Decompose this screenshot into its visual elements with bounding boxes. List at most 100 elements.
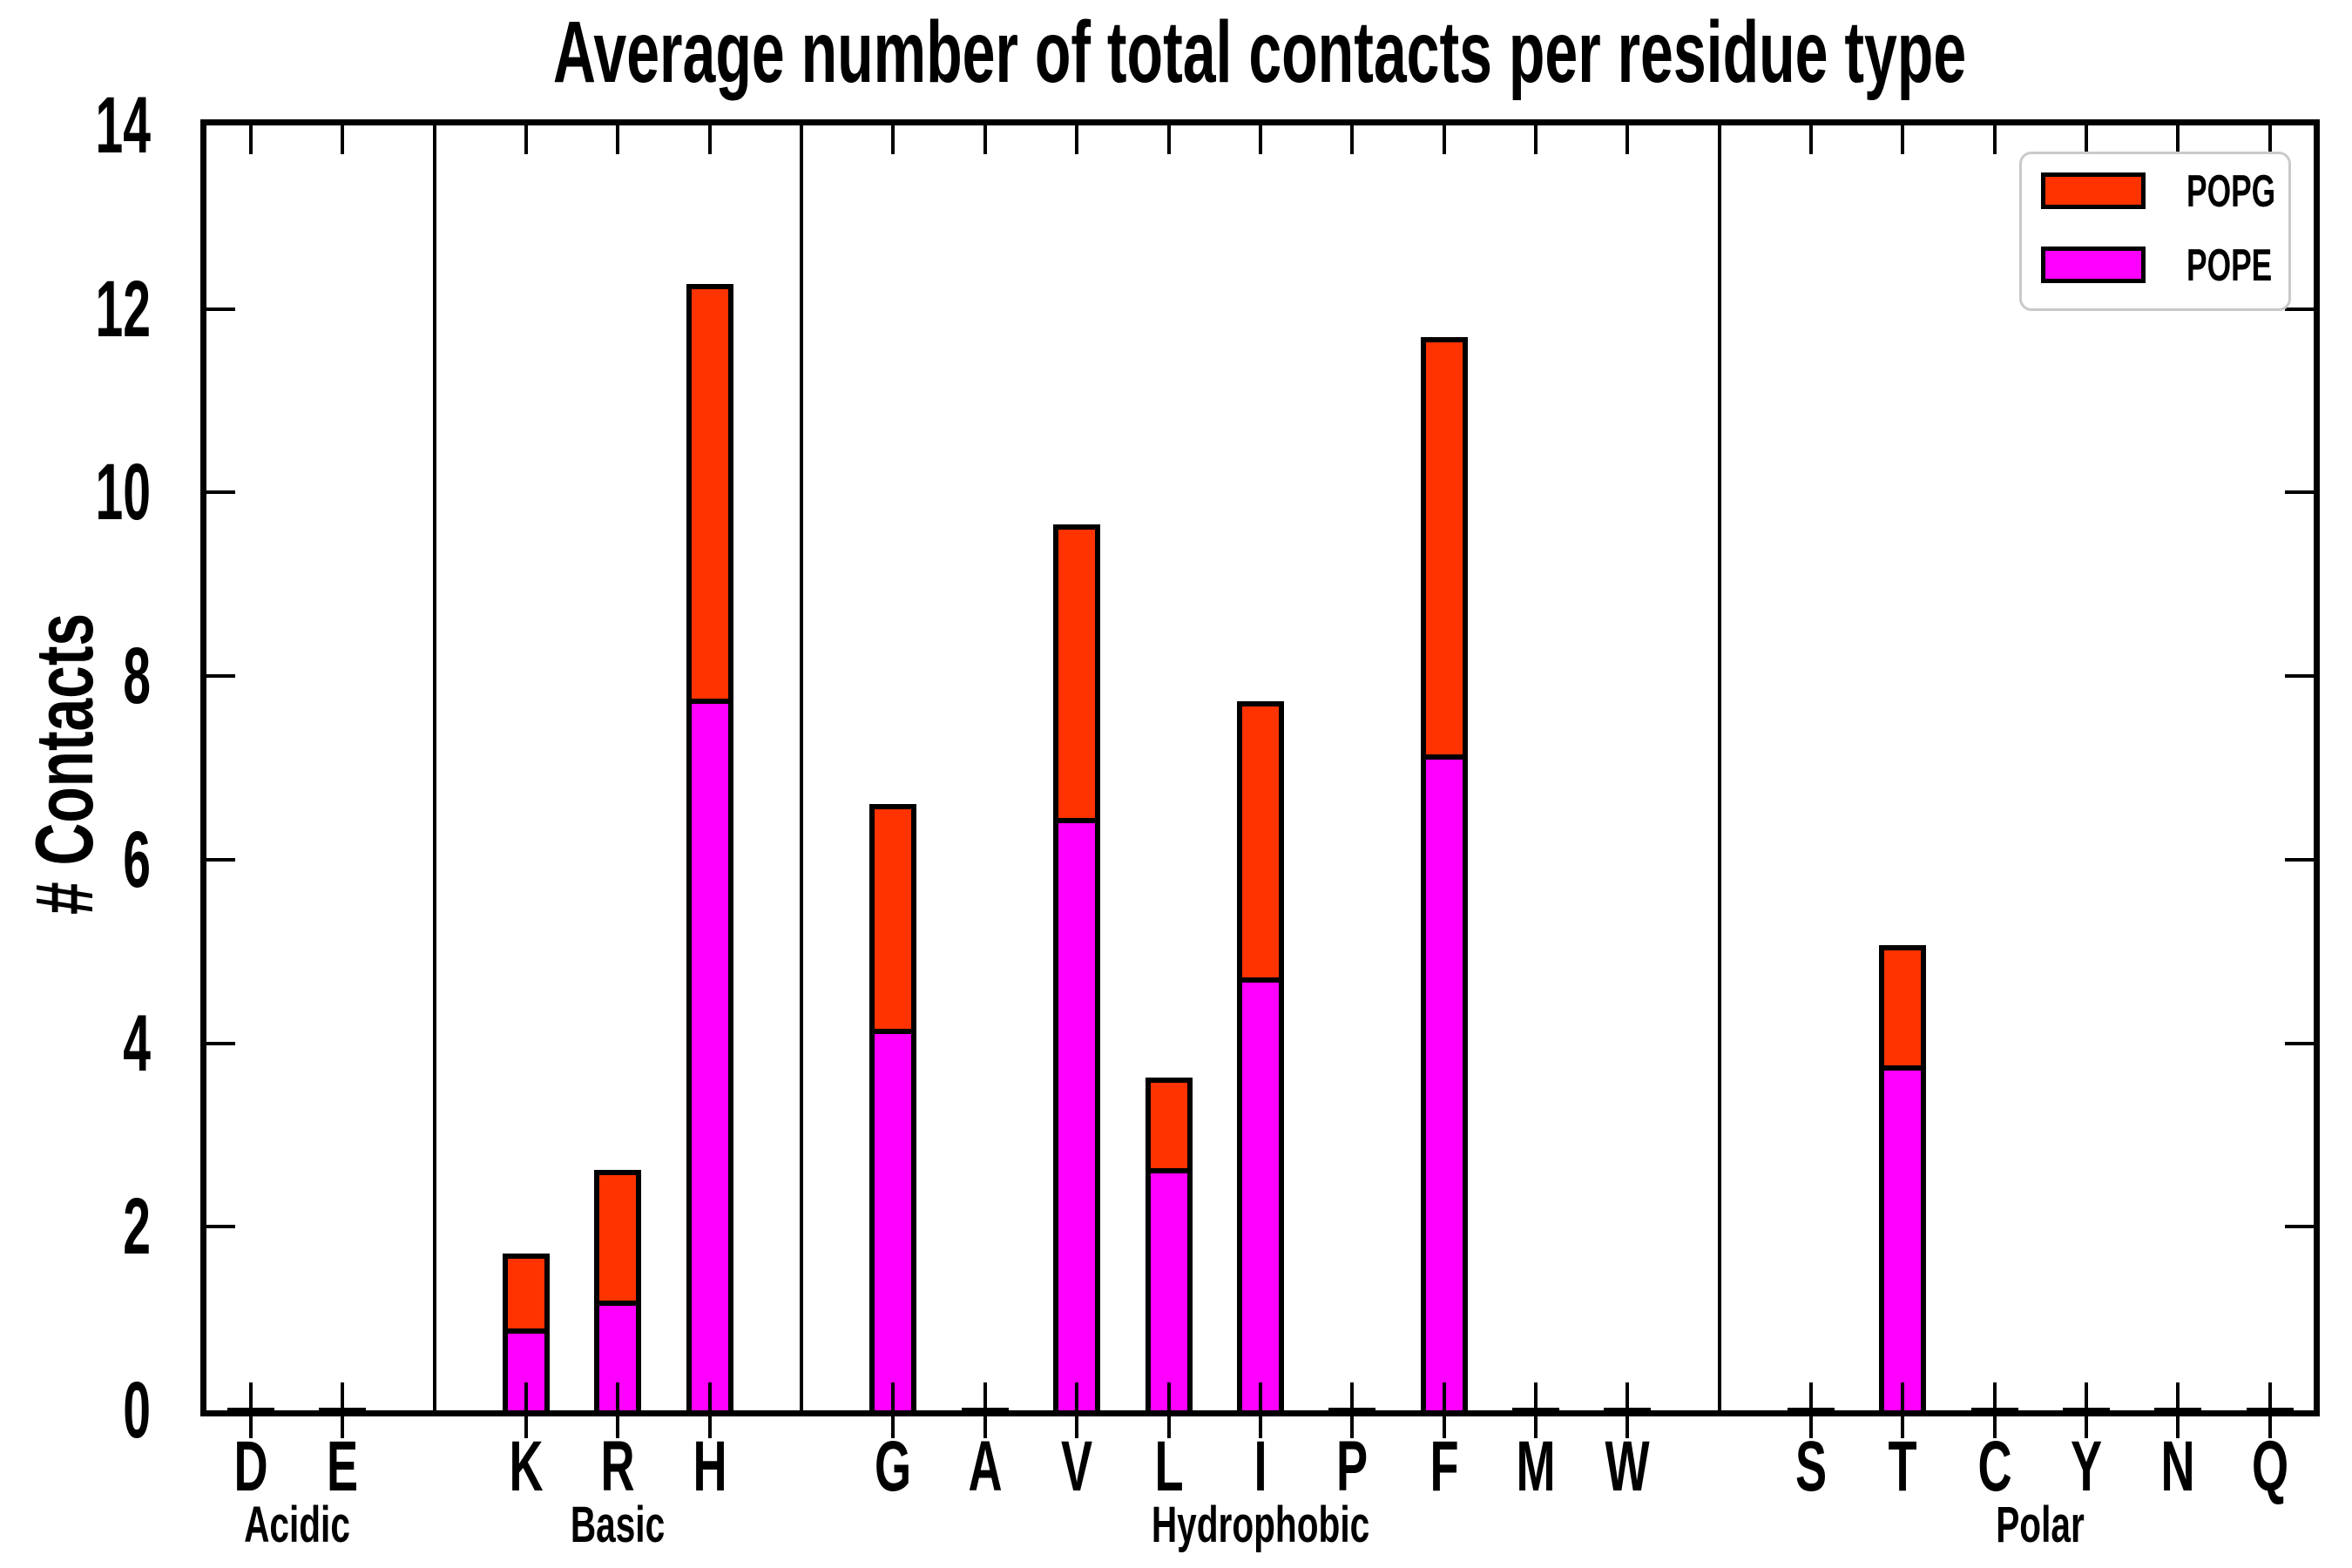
group-separator-line: [432, 125, 436, 1410]
x-tick-label-P: P: [1336, 1427, 1369, 1506]
x-tick-bottom: [524, 1382, 529, 1438]
x-tick-top: [1258, 125, 1262, 154]
x-tick-label-D: D: [233, 1427, 268, 1506]
x-tick-top: [249, 125, 253, 154]
x-tick-label-V: V: [1061, 1427, 1093, 1506]
x-tick-top: [1625, 125, 1630, 154]
stacked-bar-H-popg-segment: [686, 284, 733, 1410]
x-tick-top: [2085, 125, 2088, 154]
x-tick-bottom: [1442, 1382, 1446, 1438]
x-tick-top: [1808, 125, 1813, 154]
x-tick-top: [1533, 125, 1538, 154]
stacked-bar-T-pope-segment: [1879, 1064, 1927, 1410]
x-tick-top: [891, 125, 896, 154]
y-tick-right: [2285, 1041, 2314, 1045]
y-tick-right: [2285, 490, 2314, 495]
plot-area: D E K R H G A V L I P F M W S T C Y N Q Acidic Basic Hydrophob…: [96, 85, 2320, 1551]
x-tick-bottom: [1166, 1382, 1171, 1438]
x-tick-bottom: [1075, 1382, 1079, 1438]
y-tick-label-4: 4: [123, 998, 151, 1088]
chart-title: Average number of total contacts per res…: [552, 3, 1967, 101]
x-tick-label-Y: Y: [2070, 1427, 2103, 1506]
x-tick-bottom: [983, 1382, 987, 1438]
x-tick-bottom: [1350, 1382, 1355, 1438]
x-tick-bottom: [1625, 1382, 1630, 1438]
stacked-bar-I-popg-segment: [1236, 700, 1284, 1410]
y-tick-left: [206, 1041, 235, 1045]
y-tick-label-2: 2: [123, 1182, 151, 1272]
legend-label-popg: POPG: [2186, 166, 2276, 217]
stacked-bar-G-popg-segment: [869, 803, 917, 1410]
x-tick-label-L: L: [1153, 1427, 1184, 1506]
legend-swatch-pope: [2041, 247, 2146, 283]
x-tick-top: [1350, 125, 1355, 154]
x-tick-bottom: [2176, 1382, 2180, 1438]
x-tick-top: [524, 125, 529, 154]
legend-entry-popg: POPG: [2022, 166, 2288, 217]
x-tick-bottom: [1533, 1382, 1538, 1438]
x-tick-top: [1992, 125, 1997, 154]
y-tick-left: [206, 857, 235, 862]
stacked-bar-R-popg-segment: [594, 1169, 642, 1410]
y-tick-right: [2285, 307, 2314, 311]
group-separator-line: [800, 125, 804, 1410]
stacked-bar-I-pope-segment: [1236, 977, 1284, 1410]
x-tick-label-C: C: [1977, 1427, 2012, 1506]
y-tick-left: [206, 307, 235, 311]
x-tick-label-Q: Q: [2251, 1427, 2288, 1506]
x-tick-bottom: [2085, 1382, 2088, 1438]
x-tick-bottom: [2268, 1382, 2272, 1438]
group-label-polar: Polar: [1996, 1497, 2085, 1553]
legend-label-pope: POPE: [2186, 240, 2273, 291]
x-tick-bottom: [1992, 1382, 1997, 1438]
x-tick-bottom: [616, 1382, 620, 1438]
x-tick-top: [1901, 125, 1905, 154]
stacked-bar-V-popg-segment: [1053, 524, 1101, 1410]
x-tick-label-I: I: [1254, 1427, 1267, 1506]
x-tick-bottom: [1258, 1382, 1262, 1438]
y-tick-right: [2285, 857, 2314, 862]
x-tick-bottom: [707, 1382, 712, 1438]
x-tick-top: [1442, 125, 1446, 154]
x-tick-label-W: W: [1605, 1427, 1650, 1506]
x-tick-label-M: M: [1516, 1427, 1556, 1506]
y-tick-label-10: 10: [95, 448, 151, 537]
x-tick-label-E: E: [327, 1427, 359, 1506]
x-tick-bottom: [1901, 1382, 1905, 1438]
stacked-bar-L-pope-segment: [1145, 1167, 1193, 1410]
x-tick-top: [707, 125, 712, 154]
group-label-acidic: Acidic: [243, 1497, 350, 1553]
stacked-bar-F-pope-segment: [1420, 754, 1468, 1410]
legend-entry-pope: POPE: [2022, 240, 2288, 291]
x-tick-bottom: [1808, 1382, 1813, 1438]
group-label-hydrophobic: Hydrophobic: [1151, 1497, 1370, 1553]
y-tick-left: [206, 1225, 235, 1229]
stacked-bar-V-pope-segment: [1053, 818, 1101, 1410]
x-tick-label-R: R: [600, 1427, 635, 1506]
x-tick-top: [616, 125, 620, 154]
x-tick-bottom: [891, 1382, 896, 1438]
x-tick-bottom: [249, 1382, 253, 1438]
x-tick-label-K: K: [509, 1427, 544, 1506]
x-tick-top: [1075, 125, 1079, 154]
y-tick-right: [2285, 1225, 2314, 1229]
y-tick-label-0: 0: [123, 1366, 151, 1455]
legend-swatch-popg: [2041, 172, 2146, 209]
x-tick-label-H: H: [693, 1427, 727, 1506]
stacked-bar-T-popg-segment: [1879, 944, 1927, 1410]
x-tick-top: [2176, 125, 2180, 154]
y-tick-label-14: 14: [95, 81, 151, 170]
x-tick-top: [341, 125, 345, 154]
stacked-bar-L-popg-segment: [1145, 1077, 1193, 1410]
group-label-basic: Basic: [571, 1497, 666, 1553]
x-tick-label-T: T: [1888, 1427, 1917, 1506]
x-tick-label-S: S: [1794, 1427, 1827, 1506]
y-tick-label-12: 12: [95, 264, 151, 354]
stacked-bar-G-pope-segment: [869, 1028, 917, 1410]
x-tick-label-N: N: [2160, 1427, 2195, 1506]
y-tick-label-8: 8: [123, 632, 151, 721]
x-tick-bottom: [341, 1382, 345, 1438]
x-tick-label-G: G: [875, 1427, 912, 1506]
x-tick-top: [983, 125, 987, 154]
